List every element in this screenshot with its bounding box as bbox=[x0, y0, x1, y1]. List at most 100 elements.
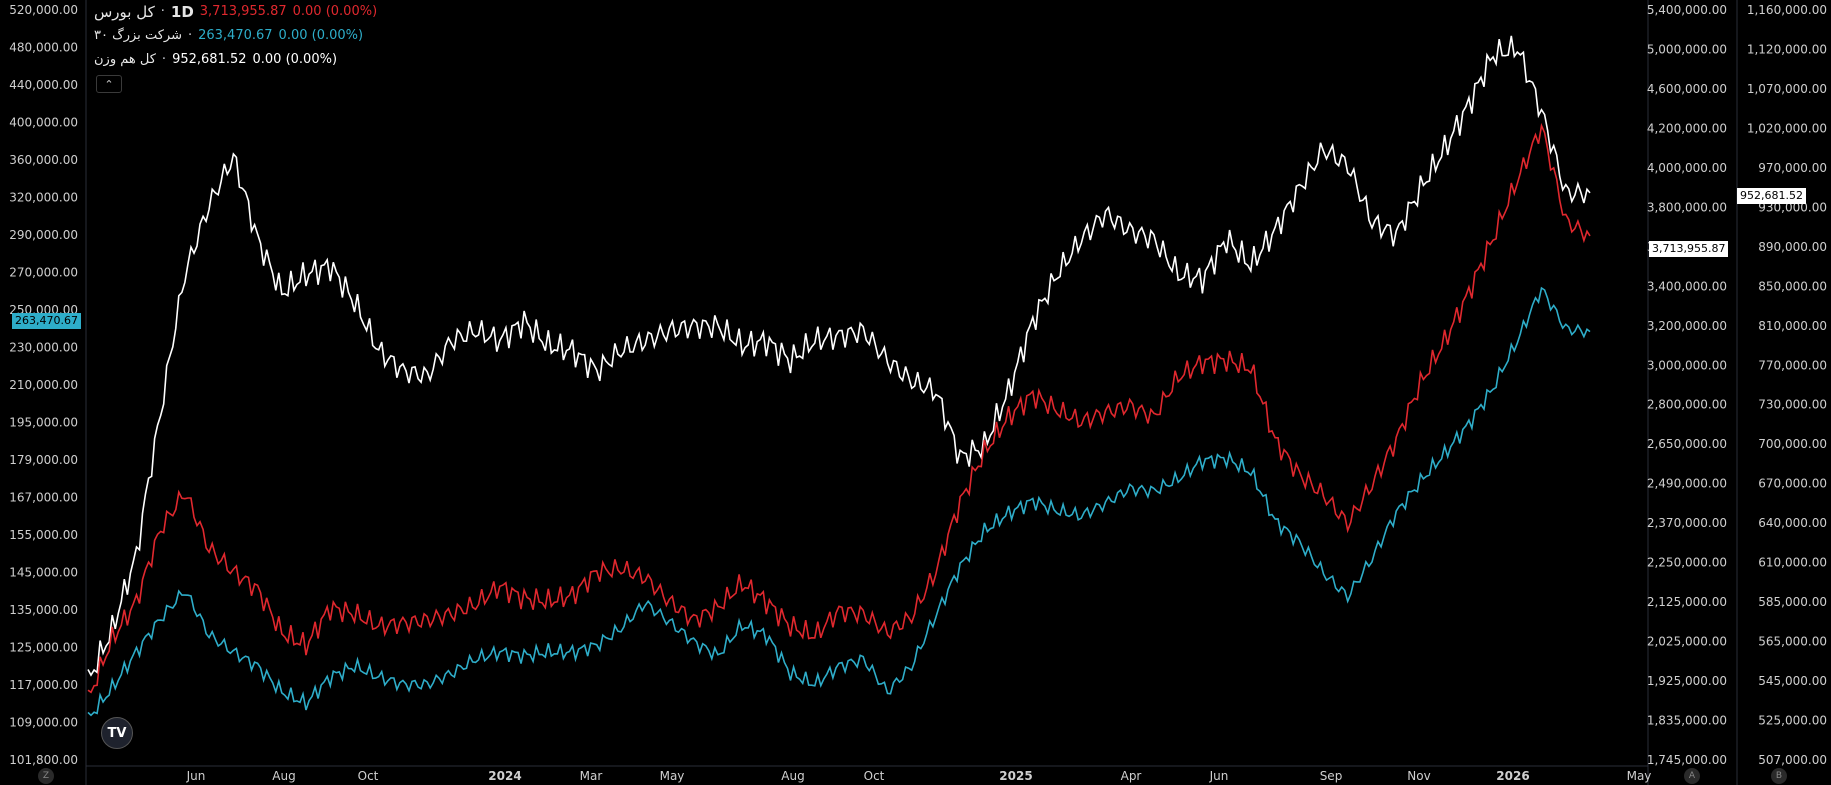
right-axis-tick-2: 730,000.00 bbox=[1758, 398, 1827, 412]
left-axis-tick: 101,800.00 bbox=[9, 753, 78, 767]
right-axis-tick-2: 525,000.00 bbox=[1758, 714, 1827, 728]
right-axis-tick-2: 970,000.00 bbox=[1758, 161, 1827, 175]
right-axis-tick: 2,800,000.00 bbox=[1647, 398, 1727, 412]
right-axis-tick-2: 700,000.00 bbox=[1758, 437, 1827, 451]
left-axis-tick: 400,000.00 bbox=[9, 116, 78, 130]
price-tag-large30: 263,470.67 bbox=[12, 313, 81, 329]
right-axis-tick: 2,250,000.00 bbox=[1647, 556, 1727, 570]
right-axis-tick-2: 1,120,000.00 bbox=[1747, 42, 1827, 56]
left-axis-tick: 290,000.00 bbox=[9, 228, 78, 242]
right-axis-tick: 3,000,000.00 bbox=[1647, 358, 1727, 372]
legend: کل بورس · 1D 3,713,955.87 0.00 (0.00%) ش… bbox=[94, 0, 377, 72]
left-axis-tick: 135,000.00 bbox=[9, 603, 78, 617]
legend-series-value: 263,470.67 bbox=[198, 28, 273, 43]
legend-series-change: 0.00 (0.00%) bbox=[252, 52, 338, 67]
log-scale-button[interactable]: B bbox=[1771, 768, 1787, 784]
x-axis-tick: Oct bbox=[864, 769, 885, 783]
right-axis-tick-2: 585,000.00 bbox=[1758, 595, 1827, 609]
x-axis-tick: Aug bbox=[781, 769, 804, 783]
right-axis-tick-2: 810,000.00 bbox=[1758, 319, 1827, 333]
legend-series-name: کل هم وزن bbox=[94, 52, 156, 67]
x-axis-tick: 2025 bbox=[999, 769, 1032, 783]
left-axis-tick: 520,000.00 bbox=[9, 3, 78, 17]
x-axis-tick: Sep bbox=[1320, 769, 1343, 783]
right-axis-tick: 5,400,000.00 bbox=[1647, 3, 1727, 17]
right-axis-tick: 1,835,000.00 bbox=[1647, 714, 1727, 728]
legend-dot: · bbox=[160, 4, 165, 19]
x-axis-tick: Aug bbox=[272, 769, 295, 783]
x-axis-tick: May bbox=[660, 769, 685, 783]
legend-series-change: 0.00 (0.00%) bbox=[278, 28, 364, 43]
left-axis-tick: 145,000.00 bbox=[9, 566, 78, 580]
left-axis-tick: 480,000.00 bbox=[9, 41, 78, 55]
x-axis-tick: Apr bbox=[1121, 769, 1142, 783]
legend-row-equal-weight[interactable]: کل هم وزن · 952,681.52 0.00 (0.00%) bbox=[94, 48, 377, 72]
left-axis-tick: 155,000.00 bbox=[9, 528, 78, 542]
left-axis-tick: 210,000.00 bbox=[9, 378, 78, 392]
series-line bbox=[87, 286, 1591, 717]
legend-series-name: کل بورس bbox=[94, 3, 155, 21]
right-axis-tick: 4,000,000.00 bbox=[1647, 161, 1727, 175]
price-tag-main-index: 3,713,955.87 bbox=[1649, 241, 1729, 257]
right-axis-tick: 2,650,000.00 bbox=[1647, 437, 1727, 451]
right-axis-tick: 2,370,000.00 bbox=[1647, 516, 1727, 530]
tradingview-logo[interactable]: TV bbox=[101, 717, 133, 749]
right-axis-tick: 3,200,000.00 bbox=[1647, 319, 1727, 333]
interval-label[interactable]: 1D bbox=[170, 3, 194, 21]
x-axis-tick: May bbox=[1627, 769, 1652, 783]
left-axis-tick: 360,000.00 bbox=[9, 153, 78, 167]
right-axis-tick-2: 640,000.00 bbox=[1758, 516, 1827, 530]
right-axis-tick-2: 1,070,000.00 bbox=[1747, 82, 1827, 96]
legend-dot: · bbox=[161, 52, 167, 67]
right-axis-tick: 1,745,000.00 bbox=[1647, 753, 1727, 767]
left-axis-tick: 230,000.00 bbox=[9, 341, 78, 355]
right-axis-tick: 1,925,000.00 bbox=[1647, 674, 1727, 688]
right-axis-tick-2: 565,000.00 bbox=[1758, 635, 1827, 649]
legend-series-value: 3,713,955.87 bbox=[199, 4, 287, 19]
left-axis-tick: 179,000.00 bbox=[9, 453, 78, 467]
right-axis-tick: 2,125,000.00 bbox=[1647, 595, 1727, 609]
right-axis-tick: 5,000,000.00 bbox=[1647, 42, 1727, 56]
legend-row-large30[interactable]: شرکت بزرگ ۳۰ · 263,470.67 0.00 (0.00%) bbox=[94, 24, 377, 48]
series-line bbox=[87, 122, 1591, 694]
right-axis-tick: 3,800,000.00 bbox=[1647, 200, 1727, 214]
x-axis-tick: Nov bbox=[1407, 769, 1430, 783]
right-axis-tick: 2,490,000.00 bbox=[1647, 477, 1727, 491]
chevron-up-icon[interactable]: ⌃ bbox=[96, 75, 122, 93]
zoom-button[interactable]: Z bbox=[38, 768, 54, 784]
right-axis-tick-2: 1,160,000.00 bbox=[1747, 3, 1827, 17]
price-tag-equal-weight: 952,681.52 bbox=[1737, 188, 1806, 204]
right-axis-tick: 3,400,000.00 bbox=[1647, 279, 1727, 293]
series-line bbox=[87, 35, 1591, 677]
left-axis-tick: 270,000.00 bbox=[9, 266, 78, 280]
right-axis-tick-2: 1,020,000.00 bbox=[1747, 121, 1827, 135]
legend-series-change: 0.00 (0.00%) bbox=[292, 4, 378, 19]
x-axis-tick: Jun bbox=[1209, 769, 1229, 783]
x-axis-tick: 2024 bbox=[488, 769, 521, 783]
auto-scale-button[interactable]: A bbox=[1684, 768, 1700, 784]
right-axis-tick-2: 890,000.00 bbox=[1758, 240, 1827, 254]
x-axis-tick: 2026 bbox=[1496, 769, 1529, 783]
right-axis-tick: 4,200,000.00 bbox=[1647, 121, 1727, 135]
left-axis-tick: 320,000.00 bbox=[9, 191, 78, 205]
legend-dot: · bbox=[187, 28, 193, 43]
legend-series-value: 952,681.52 bbox=[172, 52, 247, 67]
right-axis-tick: 4,600,000.00 bbox=[1647, 82, 1727, 96]
left-axis-tick: 440,000.00 bbox=[9, 78, 78, 92]
x-axis-tick: Jun bbox=[186, 769, 206, 783]
right-axis-tick: 2,025,000.00 bbox=[1647, 635, 1727, 649]
right-axis-tick-2: 545,000.00 bbox=[1758, 674, 1827, 688]
left-axis-tick: 167,000.00 bbox=[9, 491, 78, 505]
left-axis-tick: 117,000.00 bbox=[9, 678, 78, 692]
x-axis-tick: Oct bbox=[358, 769, 379, 783]
x-axis-tick: Mar bbox=[580, 769, 603, 783]
left-axis-tick: 195,000.00 bbox=[9, 416, 78, 430]
legend-series-name: شرکت بزرگ ۳۰ bbox=[94, 28, 182, 43]
right-axis-tick-2: 850,000.00 bbox=[1758, 279, 1827, 293]
left-axis-tick: 125,000.00 bbox=[9, 641, 78, 655]
right-axis-tick-2: 670,000.00 bbox=[1758, 477, 1827, 491]
legend-row-main[interactable]: کل بورس · 1D 3,713,955.87 0.00 (0.00%) bbox=[94, 0, 377, 24]
left-axis-tick: 109,000.00 bbox=[9, 716, 78, 730]
